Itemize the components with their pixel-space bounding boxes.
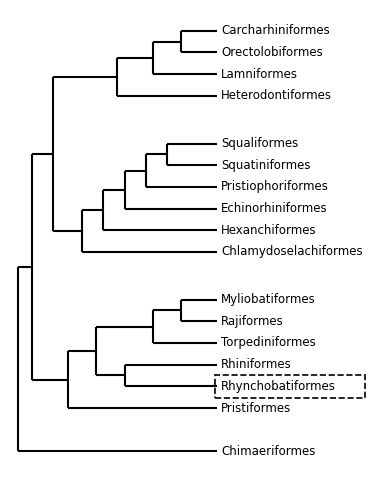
Text: Rhynchobatiformes: Rhynchobatiformes: [221, 380, 336, 393]
Text: Chlamydoselachiformes: Chlamydoselachiformes: [221, 245, 363, 258]
Text: Pristiformes: Pristiformes: [221, 401, 292, 415]
Text: Carcharhiniformes: Carcharhiniformes: [221, 24, 330, 37]
Text: Torpediniformes: Torpediniformes: [221, 336, 316, 349]
Text: Squaliformes: Squaliformes: [221, 137, 299, 150]
Text: Squatiniformes: Squatiniformes: [221, 159, 311, 172]
Text: Lamniformes: Lamniformes: [221, 68, 298, 81]
Text: Myliobatiformes: Myliobatiformes: [221, 293, 316, 306]
Text: Rhiniformes: Rhiniformes: [221, 358, 292, 371]
Text: Orectolobiformes: Orectolobiformes: [221, 46, 323, 59]
Text: Heterodontiformes: Heterodontiformes: [221, 89, 332, 102]
Text: Echinorhiniformes: Echinorhiniformes: [221, 202, 328, 215]
Text: Pristiophoriformes: Pristiophoriformes: [221, 180, 329, 193]
Text: Rajiformes: Rajiformes: [221, 315, 284, 328]
Text: Hexanchiformes: Hexanchiformes: [221, 224, 317, 237]
Text: Chimaeriformes: Chimaeriformes: [221, 445, 316, 458]
